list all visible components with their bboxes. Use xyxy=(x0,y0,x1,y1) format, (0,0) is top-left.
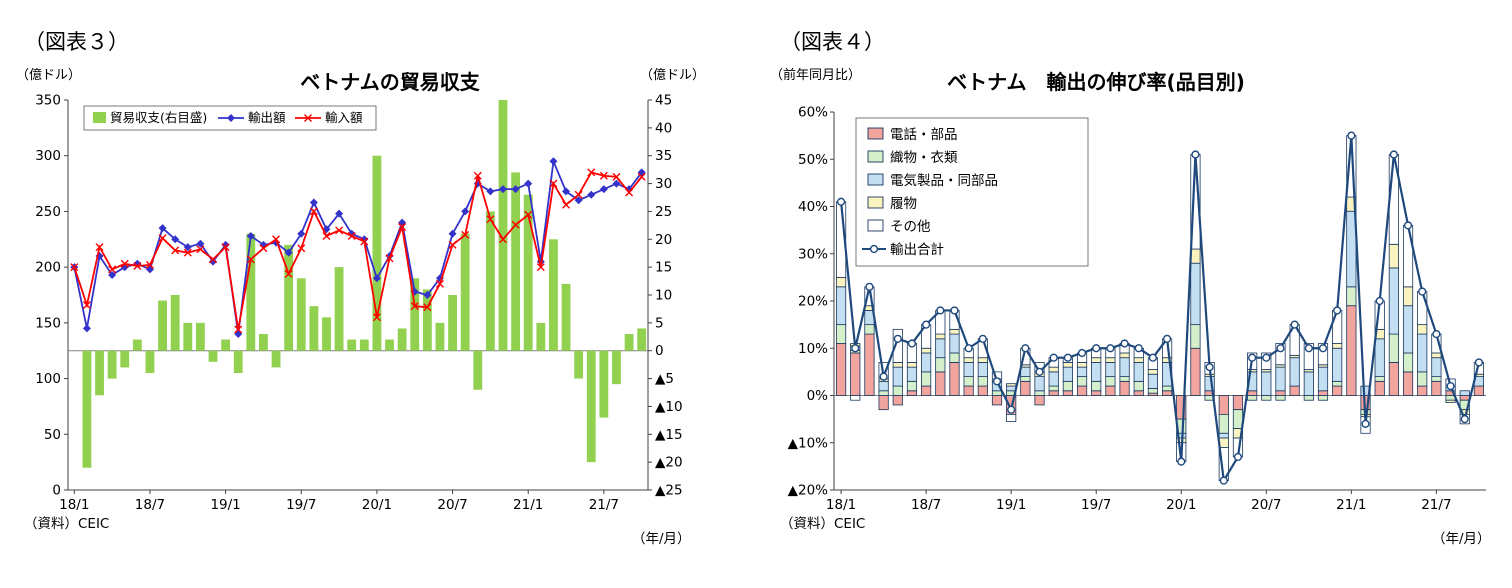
svg-text:25: 25 xyxy=(655,204,672,220)
svg-text:60%: 60% xyxy=(798,105,828,121)
svg-text:履物: 履物 xyxy=(890,196,917,212)
svg-text:19/7: 19/7 xyxy=(1081,497,1111,513)
exports-line xyxy=(70,157,646,338)
svg-text:5: 5 xyxy=(655,315,664,331)
svg-text:輸出合計: 輸出合計 xyxy=(890,242,944,258)
trade-balance-bars xyxy=(82,100,647,468)
svg-text:40%: 40% xyxy=(798,199,828,215)
svg-text:電話・部品: 電話・部品 xyxy=(890,126,958,143)
fig4-panel: （図表４） （前年同月比） ベトナム 輸出の伸び率(品目別) 60% 50% 40%… xyxy=(756,0,1512,588)
svg-text:▲10: ▲10 xyxy=(655,399,683,415)
svg-text:300: 300 xyxy=(35,148,61,164)
svg-text:18/7: 18/7 xyxy=(911,497,941,513)
svg-text:50: 50 xyxy=(44,427,61,443)
svg-text:19/1: 19/1 xyxy=(210,497,240,513)
svg-text:輸出額: 輸出額 xyxy=(248,110,286,125)
svg-text:0: 0 xyxy=(655,343,664,359)
svg-text:その他: その他 xyxy=(890,219,931,235)
svg-text:19/7: 19/7 xyxy=(286,497,316,513)
svg-text:50%: 50% xyxy=(798,152,828,168)
fig3-left-axis-unit: （億ドル） xyxy=(16,68,82,83)
fig3-figure-label: （図表３） xyxy=(24,30,129,54)
fig3-panel: （図表３） （億ドル） ベトナムの貿易収支 （億ドル） 350 300 250 200… xyxy=(16,30,706,547)
svg-text:▲20: ▲20 xyxy=(655,455,683,471)
svg-text:150: 150 xyxy=(35,315,61,331)
svg-text:18/1: 18/1 xyxy=(59,497,89,513)
export-growth-stacked-bars xyxy=(836,135,1484,481)
fig3-x-axis-unit: （年/月） xyxy=(632,531,691,547)
svg-text:輸入額: 輸入額 xyxy=(325,110,363,125)
svg-text:21/7: 21/7 xyxy=(589,497,619,513)
imports-line xyxy=(70,168,646,334)
svg-text:0%: 0% xyxy=(807,388,829,404)
fig4-y-axis-unit: （前年同月比） xyxy=(770,68,862,83)
svg-text:▲10%: ▲10% xyxy=(788,435,829,451)
svg-text:10: 10 xyxy=(655,288,672,304)
svg-text:▲5: ▲5 xyxy=(655,371,674,387)
svg-text:30: 30 xyxy=(655,176,672,192)
export-total-line xyxy=(836,131,1484,485)
fig3-title: ベトナムの貿易収支 xyxy=(300,70,480,94)
fig4-figure-label: （図表４） xyxy=(780,30,885,54)
svg-text:貿易収支(右目盛): 貿易収支(右目盛) xyxy=(110,110,207,125)
svg-text:21/1: 21/1 xyxy=(513,497,543,513)
svg-text:15: 15 xyxy=(655,260,672,276)
svg-text:20/7: 20/7 xyxy=(437,497,467,513)
svg-text:100: 100 xyxy=(35,371,61,387)
svg-text:20: 20 xyxy=(655,232,672,248)
svg-text:45: 45 xyxy=(655,93,672,109)
svg-text:20%: 20% xyxy=(798,294,828,310)
svg-text:18/7: 18/7 xyxy=(135,497,165,513)
svg-text:0: 0 xyxy=(52,483,61,499)
svg-text:21/7: 21/7 xyxy=(1421,497,1451,513)
svg-text:21/1: 21/1 xyxy=(1336,497,1366,513)
svg-text:▲15: ▲15 xyxy=(655,427,683,443)
svg-text:電気製品・同部品: 電気製品・同部品 xyxy=(890,173,998,189)
fig3-right-axis-unit: （億ドル） xyxy=(640,68,706,83)
svg-text:20/1: 20/1 xyxy=(1166,497,1196,513)
svg-text:35: 35 xyxy=(655,148,672,164)
fig3-legend: 貿易収支(右目盛) 輸出額 輸入額 xyxy=(83,105,377,131)
svg-text:▲20%: ▲20% xyxy=(788,483,829,499)
svg-text:250: 250 xyxy=(35,204,61,220)
svg-text:10%: 10% xyxy=(798,341,828,357)
fig3-chart: 350300250200150100500454035302520151050▲… xyxy=(35,93,682,514)
svg-text:20/1: 20/1 xyxy=(362,497,392,513)
svg-text:織物・衣類: 織物・衣類 xyxy=(890,150,958,166)
fig4-source: （資料）CEIC xyxy=(780,516,866,532)
svg-text:350: 350 xyxy=(35,93,61,109)
fig3-axes: 350300250200150100500454035302520151050▲… xyxy=(35,93,682,514)
fig4-title: ベトナム 輸出の伸び率(品目別) xyxy=(947,70,1245,94)
fig4-chart: 60% 50% 40% 30% 20% 10% 0% ▲10% ▲20%18/1 18/7 19/1… xyxy=(788,105,1486,513)
svg-text:▲25: ▲25 xyxy=(655,483,683,499)
svg-text:30%: 30% xyxy=(798,246,828,262)
fig4-x-axis-unit: （年/月） xyxy=(1432,531,1491,547)
fig3-source: （資料）CEIC xyxy=(24,516,110,532)
svg-text:200: 200 xyxy=(35,260,61,276)
svg-text:19/1: 19/1 xyxy=(996,497,1026,513)
svg-text:40: 40 xyxy=(655,120,672,136)
fig4-axes: 60% 50% 40% 30% 20% 10% 0% ▲10% ▲20%18/1 18/7 19/1… xyxy=(788,105,1486,513)
svg-text:18/1: 18/1 xyxy=(826,497,856,513)
svg-text:20/7: 20/7 xyxy=(1251,497,1281,513)
